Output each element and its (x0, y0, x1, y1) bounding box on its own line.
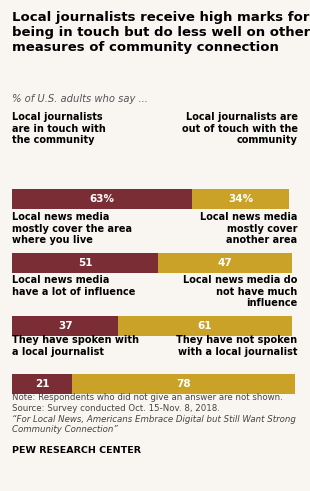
Text: 63%: 63% (90, 194, 115, 204)
Text: PEW RESEARCH CENTER: PEW RESEARCH CENTER (12, 446, 141, 455)
Text: Local news media
mostly cover the area
where you live: Local news media mostly cover the area w… (12, 212, 132, 245)
Text: Local journalists receive high marks for
being in touch but do less well on othe: Local journalists receive high marks for… (12, 11, 310, 54)
Text: 37: 37 (58, 321, 73, 331)
Text: % of U.S. adults who say ...: % of U.S. adults who say ... (12, 94, 148, 104)
Text: Source: Survey conducted Oct. 15-Nov. 8, 2018.: Source: Survey conducted Oct. 15-Nov. 8,… (12, 404, 220, 413)
Text: 51: 51 (78, 258, 92, 268)
Bar (72, 374, 295, 394)
Text: Local news media do
not have much
influence: Local news media do not have much influe… (183, 275, 298, 308)
Text: 34%: 34% (228, 194, 253, 204)
Text: Local journalists are
out of touch with the
community: Local journalists are out of touch with … (182, 112, 298, 145)
Text: 78: 78 (176, 379, 191, 389)
Bar (12, 189, 192, 209)
Bar (12, 374, 72, 394)
Text: Local journalists
are in touch with
the community: Local journalists are in touch with the … (12, 112, 106, 145)
Bar (12, 253, 158, 273)
Text: Community Connection”: Community Connection” (12, 425, 118, 434)
Text: 61: 61 (198, 321, 212, 331)
Text: 47: 47 (218, 258, 232, 268)
Text: Local news media
mostly cover
another area: Local news media mostly cover another ar… (200, 212, 298, 245)
Text: Note: Respondents who did not give an answer are not shown.: Note: Respondents who did not give an an… (12, 393, 283, 402)
Text: “For Local News, Americans Embrace Digital but Still Want Strong: “For Local News, Americans Embrace Digit… (12, 415, 296, 424)
Text: They have not spoken
with a local journalist: They have not spoken with a local journa… (176, 335, 298, 356)
Text: 21: 21 (35, 379, 50, 389)
Bar (158, 253, 292, 273)
Bar (12, 316, 118, 336)
Bar (192, 189, 289, 209)
Text: They have spoken with
a local journalist: They have spoken with a local journalist (12, 335, 140, 356)
Bar (118, 316, 292, 336)
Text: Local news media
have a lot of influence: Local news media have a lot of influence (12, 275, 136, 297)
